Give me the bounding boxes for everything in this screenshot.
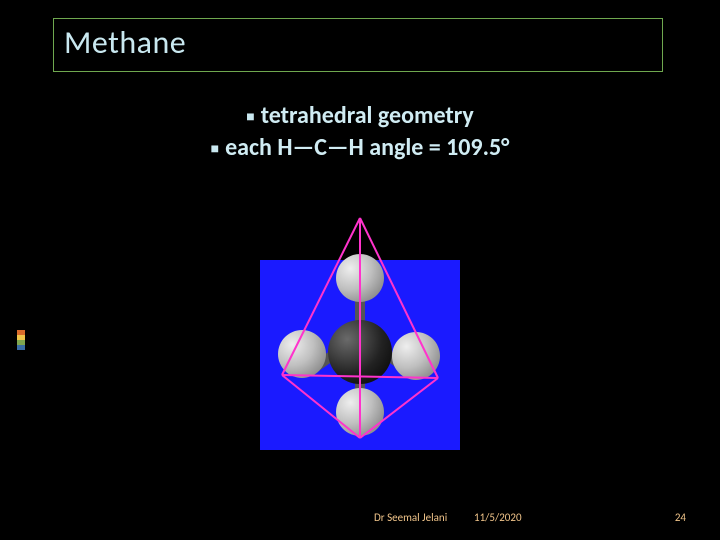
hydrogen-atom [336, 388, 384, 436]
side-accent [17, 330, 25, 350]
slide: Methane ■ tetrahedral geometry ■ each H—C—… [0, 0, 720, 540]
bullet-icon: ■ [211, 140, 219, 157]
bullet-item: ■ each H—C—H angle = 109.5° [0, 132, 720, 164]
title-box: Methane [53, 18, 663, 72]
carbon-atom [328, 320, 392, 384]
bullet-list: ■ tetrahedral geometry ■ each H—C—H angle … [0, 100, 720, 165]
accent-stripe [17, 345, 25, 350]
bullet-text: each H—C—H angle = 109.5° [225, 133, 509, 162]
hydrogen-atom [278, 330, 326, 378]
hydrogen-atom [336, 254, 384, 302]
bullet-item: ■ tetrahedral geometry [0, 100, 720, 132]
methane-figure [260, 210, 460, 450]
slide-title: Methane [64, 23, 652, 62]
footer-author: Dr Seemal Jelani [374, 511, 447, 524]
hydrogen-atom [392, 332, 440, 380]
bullet-icon: ■ [246, 108, 254, 125]
footer-page-number: 24 [675, 511, 686, 524]
footer-date: 11/5/2020 [474, 511, 522, 524]
bullet-text: tetrahedral geometry [261, 101, 474, 130]
